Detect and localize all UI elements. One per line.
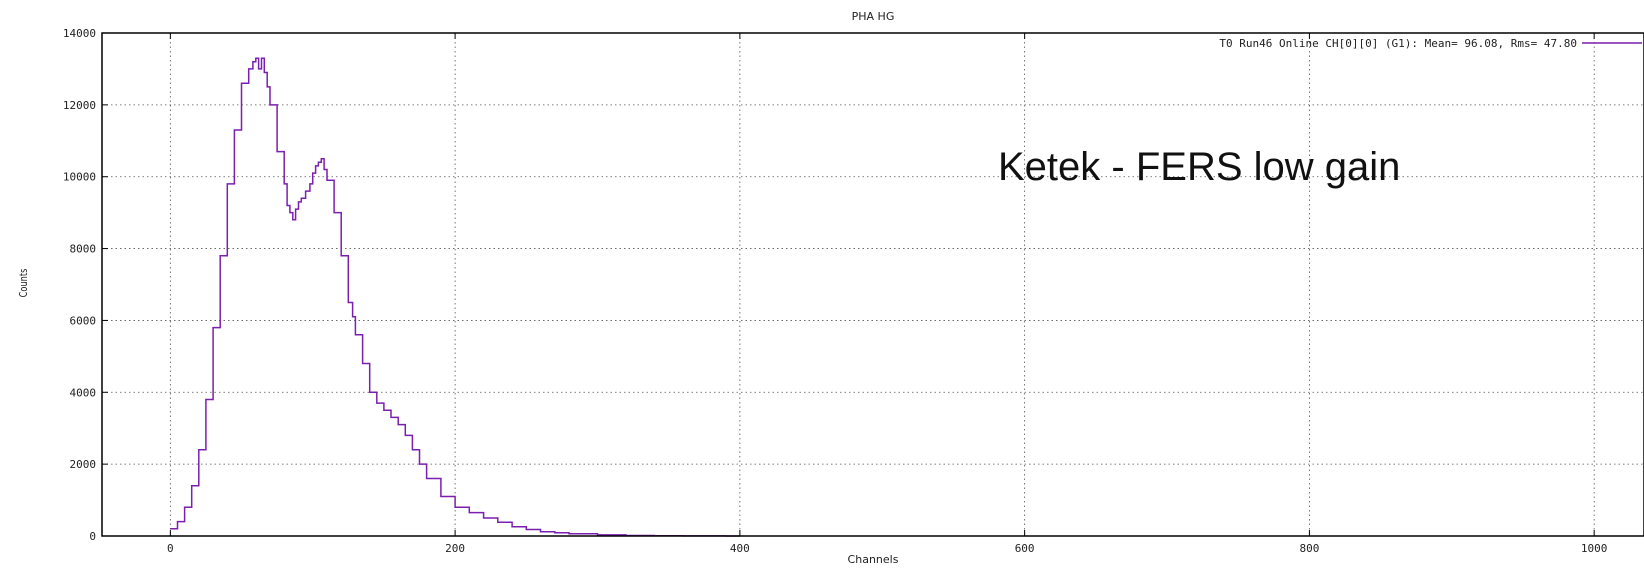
y-axis-label: Counts [18, 269, 30, 298]
y-tick-label: 4000 [70, 386, 97, 399]
ticks [102, 32, 1595, 537]
x-tick-label: 600 [1015, 542, 1035, 555]
x-tick-label: 0 [167, 542, 174, 555]
histogram-series-line [170, 57, 740, 537]
y-tick-label: 8000 [70, 243, 97, 256]
y-tick-label: 12000 [63, 99, 96, 112]
annotation-text: Ketek - FERS low gain [998, 145, 1400, 189]
y-tick-label: 6000 [70, 314, 97, 327]
y-tick-label: 10000 [63, 171, 96, 184]
x-tick-label: 200 [445, 542, 465, 555]
legend-entry: T0 Run46 Online CH[0][0] (G1): Mean= 96.… [1219, 37, 1577, 50]
plot-frame [101, 32, 1644, 537]
y-tick-label: 2000 [70, 458, 97, 471]
x-tick-label: 1000 [1581, 542, 1608, 555]
tick-labels: 0 200 400 600 800 100002000400060008000100001… [63, 27, 1608, 555]
x-tick-label: 800 [1299, 542, 1319, 555]
series-layer [170, 57, 740, 537]
chart-title: PHA HG [852, 10, 895, 23]
x-tick-label: 400 [730, 542, 750, 555]
y-tick-label: 0 [89, 530, 96, 543]
x-axis-label: Channels [848, 553, 899, 566]
y-tick-label: 14000 [63, 27, 96, 40]
grid [102, 33, 1644, 536]
